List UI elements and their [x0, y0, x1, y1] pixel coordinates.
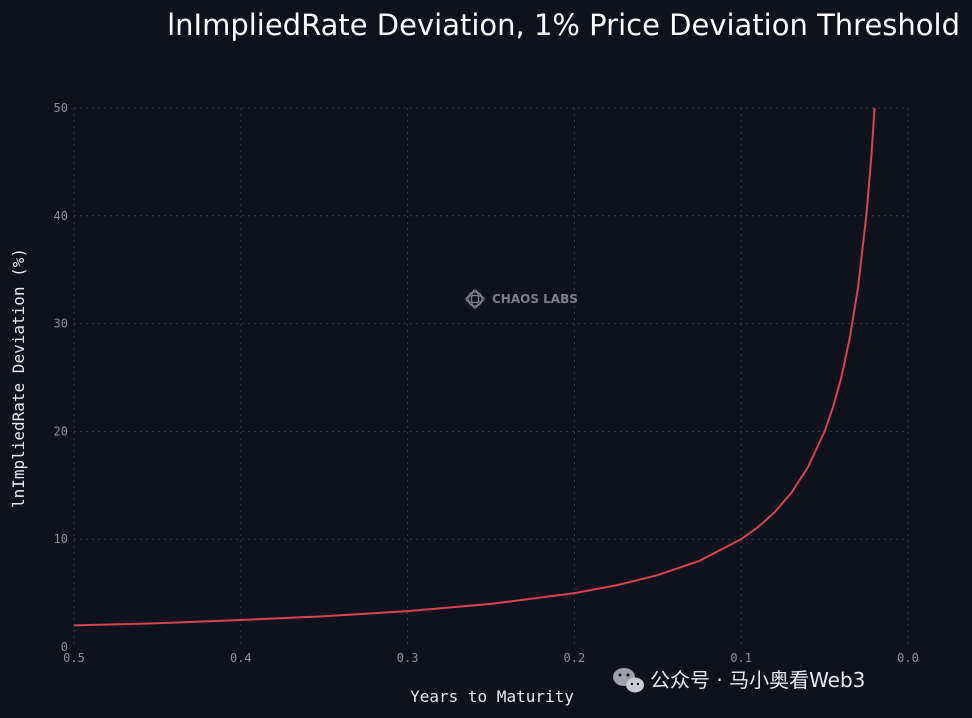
y-tick-label: 50 [54, 101, 68, 115]
y-axis-ticks: 0 10 20 30 40 50 [54, 101, 68, 654]
y-axis-label: lnImpliedRate Deviation (%) [9, 248, 28, 508]
y-tick-label: 40 [54, 209, 68, 223]
y-tick-label: 0 [61, 640, 68, 654]
chaos-labs-logo-icon [465, 289, 485, 309]
footer-watermark: 公众号 · 马小奥看Web3 [613, 668, 865, 693]
x-tick-label: 0.0 [897, 651, 919, 665]
x-tick-label: 0.3 [397, 651, 419, 665]
x-axis-label: Years to Maturity [410, 687, 574, 706]
y-tick-label: 20 [54, 424, 68, 438]
y-tick-label: 30 [54, 317, 68, 331]
grid-lines [73, 107, 909, 647]
watermark-text: CHAOS LABS [492, 292, 578, 306]
x-tick-label: 0.1 [730, 651, 752, 665]
x-axis-ticks: 0.5 0.4 0.3 0.2 0.1 0.0 [63, 651, 919, 665]
series-line [73, 107, 876, 627]
x-tick-label: 0.5 [63, 651, 85, 665]
wechat-icon [613, 668, 644, 693]
footer-text: 公众号 · 马小奥看Web3 [650, 668, 865, 692]
y-tick-label: 10 [54, 532, 68, 546]
chart-title: lnImpliedRate Deviation, 1% Price Deviat… [167, 8, 960, 42]
x-tick-label: 0.4 [230, 651, 252, 665]
watermark: CHAOS LABS [465, 289, 578, 309]
x-tick-label: 0.2 [564, 651, 586, 665]
